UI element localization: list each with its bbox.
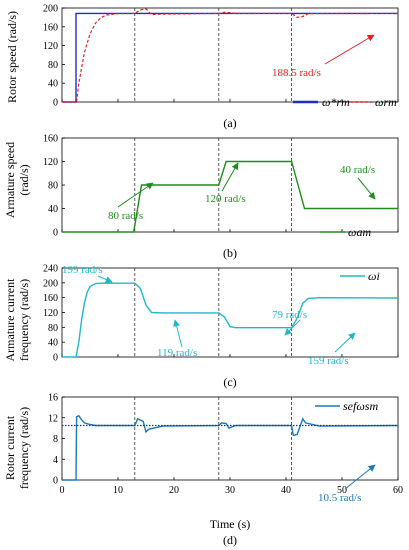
- x-tick-label: 40: [281, 485, 291, 496]
- ylabel-d-line1: Rotor current: [3, 415, 17, 480]
- panel-c: 0 40 80 120 160 200 240: [43, 264, 399, 364]
- y-tick-label: 12: [48, 413, 58, 424]
- legend-a-meas-label: ωrm: [375, 95, 397, 109]
- x-tick-label: 0: [60, 485, 65, 496]
- annotation-b1-text: 80 rad/s: [108, 210, 143, 222]
- y-tick-label: 80: [48, 60, 58, 71]
- ylabel-c-line2: frequency (rad/s): [17, 279, 31, 361]
- y-tick-label: 120: [43, 157, 58, 168]
- y-tick-label: 4: [53, 455, 58, 466]
- annotations-b: 80 rad/s 120 rad/s 40 rad/s: [108, 162, 376, 222]
- annotations-a: 188.5 rad/s: [272, 34, 375, 79]
- ylabel-b-line1: Armature speed: [3, 142, 17, 218]
- annotations-d: 10.5 rad/s: [318, 464, 376, 504]
- annotation-c4-arrow: [334, 332, 356, 353]
- legend-b: ωam: [320, 225, 371, 239]
- y-tick-label: 80: [48, 323, 58, 334]
- y-tick-label: 0: [53, 98, 58, 109]
- ylabel-d-line2: frequency (rad/s): [17, 407, 31, 489]
- caption-d: (d): [223, 533, 237, 547]
- x-tick-label: 10: [113, 485, 123, 496]
- annotation-c1-arrow: [97, 275, 113, 283]
- annotation-a-text: 188.5 rad/s: [272, 67, 321, 79]
- annotation-c1-text: 199 rad/s: [62, 264, 103, 276]
- y-tick-label: 8: [53, 434, 58, 445]
- series-line-2: [62, 282, 399, 358]
- y-tick-label: 160: [43, 293, 58, 304]
- x-tick-label: 50: [337, 485, 347, 496]
- legend-d: sefωsm: [315, 399, 378, 413]
- y-tick-label: 40: [48, 79, 58, 90]
- series-line-1: [62, 160, 398, 233]
- y-tick-label: 160: [43, 22, 58, 33]
- annotation-b2-text: 120 rad/s: [205, 193, 246, 205]
- x-tick-label: 60: [393, 485, 403, 496]
- panel-a: 0 40 80 120 160 200: [43, 4, 399, 109]
- series-line-0: [62, 8, 399, 103]
- annotation-a-arrow: [324, 34, 375, 65]
- annotation-b1-arrow: [117, 182, 154, 208]
- ylabel-b-line2: (rad/s): [17, 164, 31, 195]
- ylabel-c-line1: Armature current: [3, 278, 17, 362]
- legend-c: ωi: [340, 269, 380, 283]
- caption-b: (b): [223, 246, 237, 260]
- legend-c-label: ωi: [368, 269, 380, 283]
- y-tick-label: 200: [43, 4, 58, 15]
- ylabel-a: Rotor speed (rad/s): [5, 11, 19, 103]
- series-line-0: [62, 12, 398, 103]
- annotation-c3-arrow: [284, 319, 301, 336]
- annotation-b3-text: 40 rad/s: [340, 164, 375, 176]
- annotation-c3-text: 79 rad/s: [272, 309, 307, 321]
- series-line-3: [62, 414, 399, 481]
- annotation-b3-arrow: [357, 177, 376, 200]
- x-tick-label: 20: [169, 485, 179, 496]
- annotations-c: 199 rad/s 119 rad/s 79 rad/s 159 rad/s: [62, 264, 356, 367]
- y-tick-label: 120: [43, 308, 58, 319]
- y-tick-label: 16: [48, 393, 58, 404]
- panel-d: 0 4 8 12 16 0 10 20 30 40 50 60: [48, 393, 403, 497]
- plot-frame: [61, 7, 399, 103]
- y-tick-label: 80: [48, 181, 58, 192]
- y-tick-label: 40: [48, 204, 58, 215]
- y-tick-label: 0: [53, 228, 58, 239]
- y-tick-label: 40: [48, 338, 58, 349]
- y-tick-label: 0: [53, 353, 58, 364]
- panel-b: 0 40 80 120 160: [43, 134, 399, 239]
- annotation-c4-text: 159 rad/s: [308, 355, 349, 367]
- legend-a-ref-label: ω*rm: [322, 95, 350, 109]
- legend-a: ω*rm ωrm: [293, 95, 397, 109]
- annotation-b2-arrow: [221, 162, 239, 192]
- annotation-d-text: 10.5 rad/s: [318, 492, 361, 504]
- plot-frame: [61, 267, 399, 358]
- y-tick-label: 240: [43, 264, 58, 275]
- y-tick-label: 160: [43, 134, 58, 145]
- y-tick-label: 200: [43, 278, 58, 289]
- x-tick-label: 30: [225, 485, 235, 496]
- x-axis-label: Time (s): [210, 517, 251, 531]
- legend-d-label: sefωsm: [343, 399, 378, 413]
- legend-b-label: ωam: [348, 225, 371, 239]
- annotation-c2-text: 119 rad/s: [157, 347, 197, 359]
- y-tick-label: 0: [53, 476, 58, 487]
- annotation-d-arrow: [344, 464, 376, 490]
- y-tick-label: 120: [43, 41, 58, 52]
- annotation-c2-arrow: [173, 319, 183, 348]
- caption-c: (c): [223, 375, 236, 389]
- caption-a: (a): [223, 116, 236, 130]
